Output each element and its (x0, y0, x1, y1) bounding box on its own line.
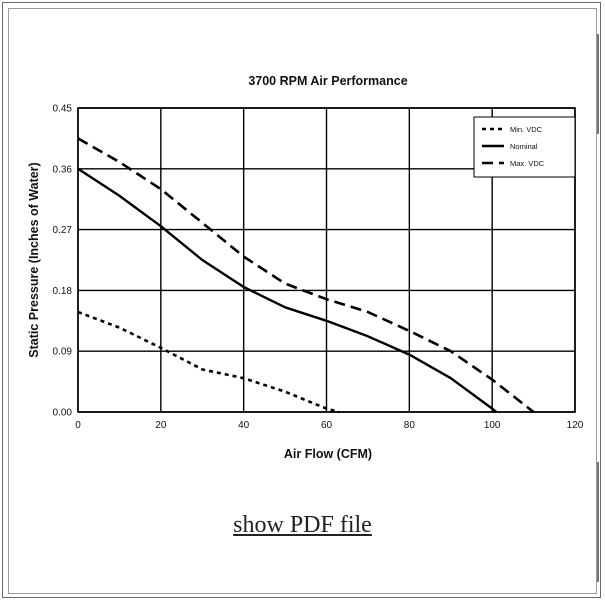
series-line-min-vdc (77, 310, 340, 414)
legend-label: Nominal (510, 142, 538, 151)
frame-accent-lower (597, 462, 599, 582)
show-pdf-link[interactable]: show PDF file (233, 512, 372, 538)
series-lines (77, 137, 535, 414)
performance-chart: 0 20 40 60 80 100 1200.000.090.180.270.360.45 … (27, 74, 584, 461)
x-tick-label: 100 (484, 420, 501, 431)
x-tick-label: 80 (404, 420, 416, 431)
y-tick-label: 0.00 (53, 408, 73, 419)
x-tick-label: 20 (155, 420, 167, 431)
y-tick-label: 0.18 (53, 286, 73, 297)
y-tick-label: 0.45 (53, 104, 73, 115)
frame-accent (597, 34, 599, 134)
chart-title: 3700 RPM Air Performance (248, 74, 407, 88)
series-line-max-vdc (77, 137, 535, 414)
x-tick-label: 40 (238, 420, 250, 431)
legend: Min. VDC Nominal Max. VDC (473, 116, 576, 178)
legend-label: Min. VDC (510, 125, 543, 134)
chart-container: 0 20 40 60 80 100 120 0.00 0.09 0.18 0.27 0.36 0.45 … (27, 74, 584, 461)
y-tick-label: 0.09 (53, 347, 73, 358)
y-tick-label: 0.27 (53, 225, 73, 236)
y-tick-label: 0.36 (53, 164, 73, 175)
plot-border (77, 107, 576, 413)
x-tick-label: 60 (321, 420, 333, 431)
legend-label: Max. VDC (510, 159, 545, 168)
x-axis-label: Air Flow (CFM) (284, 447, 372, 461)
x-tick-label: 0 (75, 420, 81, 431)
y-axis-label: Static Pressure (Inches of Water) (27, 162, 41, 357)
axes: 0 20 40 60 80 100 120 0.00 0.09 0.18 0.27 0.36 0.45 (53, 104, 584, 432)
series-line-nominal (77, 167, 498, 413)
x-tick-label: 120 (567, 420, 584, 431)
